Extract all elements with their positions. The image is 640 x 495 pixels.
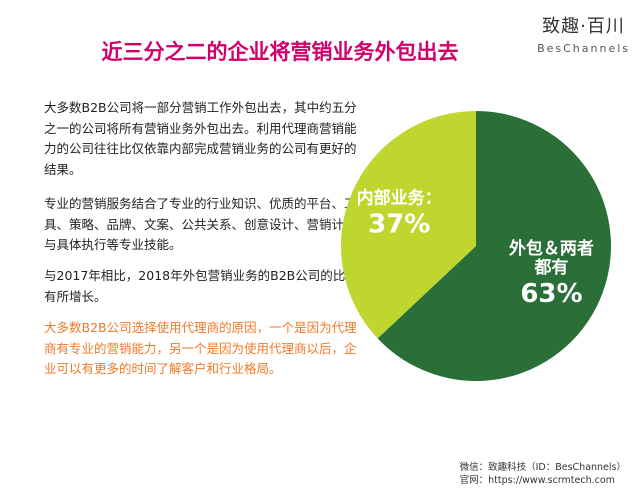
footer-website: 官网：https://www.scrmtech.com bbox=[459, 475, 615, 486]
pie-value-inhouse: 37% bbox=[368, 209, 430, 239]
pie-label-inhouse-line-1: 内部业务： bbox=[357, 187, 442, 208]
pie-label-outsource-line-1: 外包＆两者 bbox=[509, 238, 594, 259]
logo-english-text: BesChannels bbox=[537, 42, 630, 55]
pie-label-outsource-line-2: 都有 bbox=[533, 257, 568, 278]
logo-chinese-text: 致趣·百川 bbox=[542, 16, 625, 37]
pie-slice-outsource bbox=[377, 111, 612, 382]
paragraph-year-comparison: 与2017年相比，2018年外包营销业务的B2B公司的比例有所增长。 bbox=[44, 268, 358, 304]
footer: 微信：致趣科技（ID：BesChannels） 官网：https://www.s… bbox=[460, 461, 626, 487]
pie-slice-inhouse bbox=[341, 111, 476, 339]
footer-wechat: 微信：致趣科技（ID：BesChannels） bbox=[459, 462, 626, 473]
pie-value-outsource: 63% bbox=[520, 279, 582, 309]
brand-logo: 致趣·百川 BesChannels bbox=[537, 12, 630, 55]
paragraph-outsourcing-overview: 大多数B2B公司将一部分营销工作外包出去，其中约五分之一的公司将所有营销业务外包… bbox=[44, 100, 357, 177]
paragraph-professional-services: 专业的营销服务结合了专业的行业知识、优质的平台、工具、策略、品牌、文案、公共关系… bbox=[44, 196, 357, 252]
page-title: 近三分之二的企业将营销业务外包出去 bbox=[101, 40, 459, 64]
paragraph-agency-reasons: 大多数B2B公司选择使用代理商的原因，一个是因为代理商有专业的营销能力，另一个是… bbox=[44, 320, 357, 376]
